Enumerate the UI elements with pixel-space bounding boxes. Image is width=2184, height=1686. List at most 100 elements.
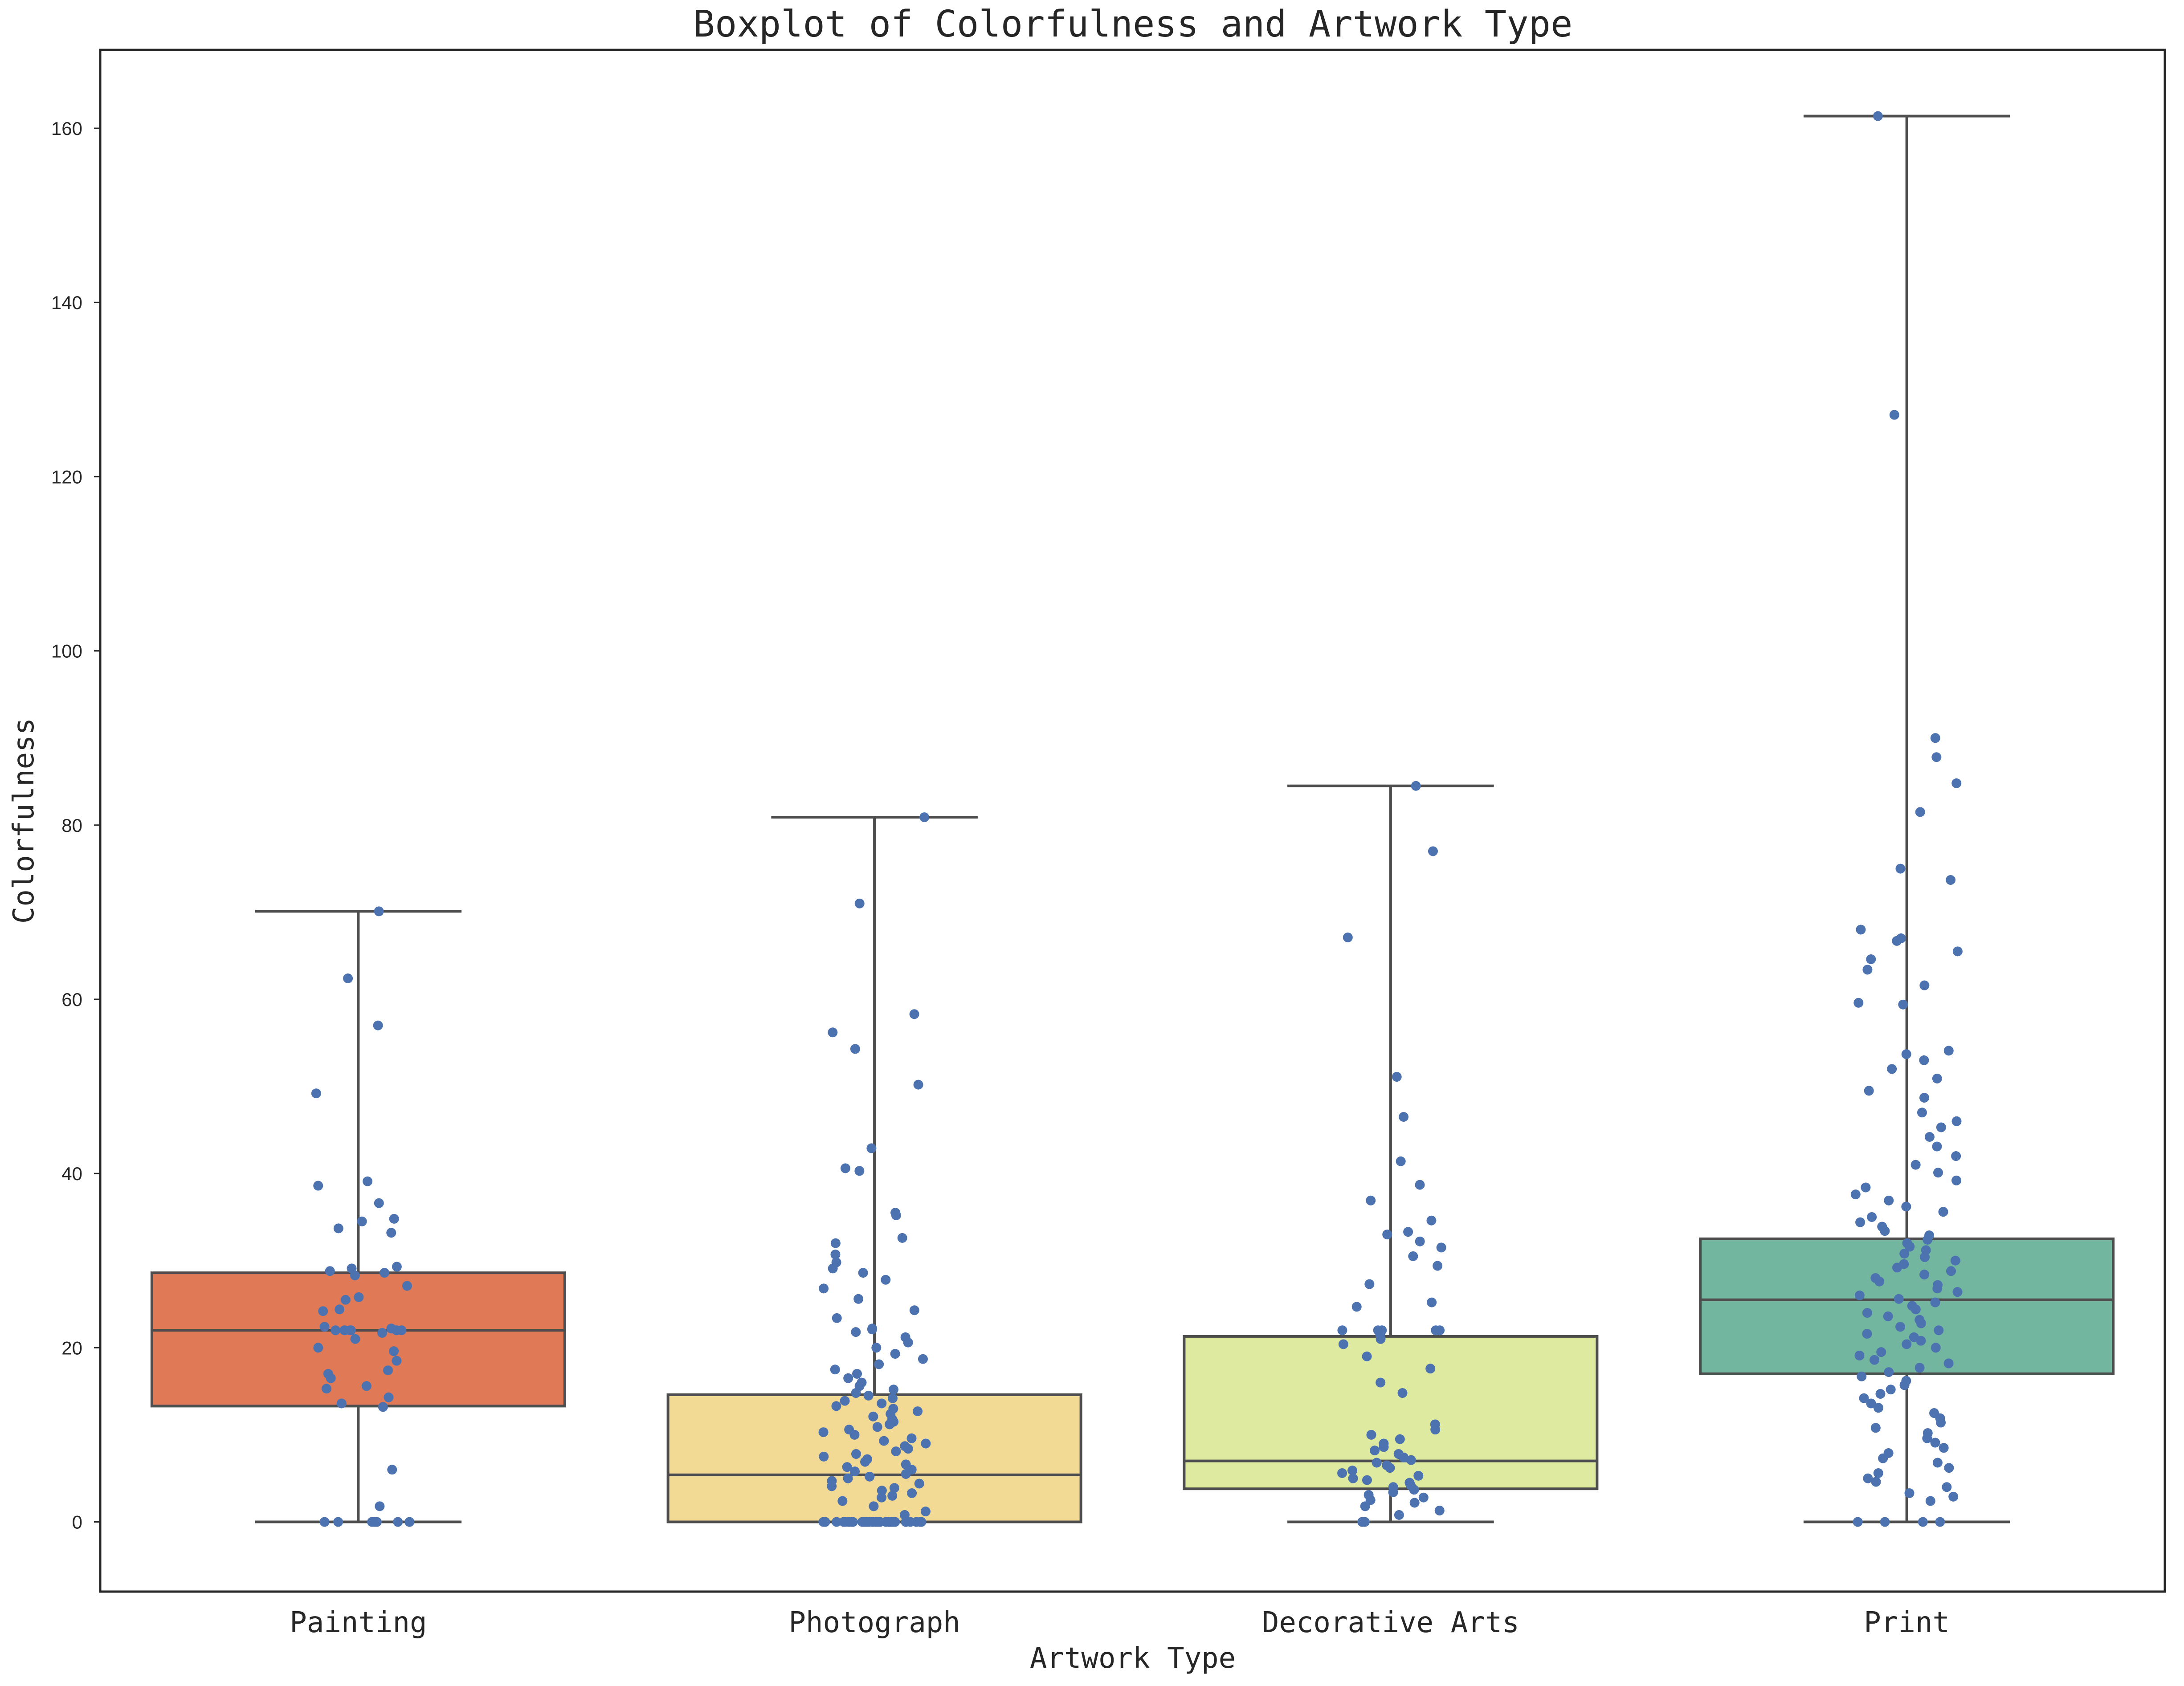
data-point — [900, 1441, 910, 1451]
data-point — [374, 1198, 384, 1208]
data-point — [901, 1459, 911, 1470]
data-point — [311, 1088, 321, 1099]
data-point — [1921, 1245, 1931, 1255]
data-point — [1392, 1072, 1402, 1082]
data-point — [371, 1517, 381, 1527]
data-point — [827, 1476, 837, 1486]
data-point — [331, 1325, 341, 1336]
data-point — [890, 1208, 901, 1218]
data-point — [1909, 1332, 1919, 1342]
data-point — [818, 1427, 829, 1438]
data-point — [1347, 1466, 1358, 1476]
data-point — [918, 1354, 928, 1364]
data-point — [1943, 1358, 1954, 1368]
y-tick-label: 0 — [72, 1512, 82, 1533]
data-point — [1372, 1458, 1382, 1468]
data-point — [378, 1402, 388, 1412]
data-point — [1396, 1156, 1406, 1166]
data-point — [1363, 1490, 1374, 1500]
data-point — [1919, 1055, 1929, 1065]
data-point — [1901, 1376, 1911, 1386]
data-point — [1938, 1207, 1948, 1217]
data-point — [1952, 1287, 1963, 1297]
data-point — [1433, 1261, 1443, 1271]
data-point — [889, 1385, 899, 1395]
data-point — [1366, 1195, 1376, 1205]
data-point — [1874, 1403, 1884, 1413]
data-point — [1919, 1270, 1930, 1280]
x-axis: Painting Photograph Decorative Arts Print — [290, 1606, 1950, 1639]
data-point — [404, 1517, 415, 1527]
data-point — [1351, 1302, 1362, 1312]
data-point — [1853, 998, 1864, 1008]
data-point — [1910, 1160, 1921, 1170]
data-point — [1907, 1301, 1917, 1311]
data-point — [1862, 1308, 1872, 1318]
x-axis-label: Artwork Type — [1030, 1642, 1236, 1675]
data-point — [865, 1471, 875, 1482]
data-point — [1430, 1419, 1440, 1429]
data-point — [1376, 1377, 1386, 1388]
data-point — [1884, 1367, 1894, 1377]
points-decorative-arts — [1337, 781, 1446, 1527]
data-point — [1929, 1408, 1939, 1418]
data-point — [837, 1496, 848, 1506]
data-point — [909, 1305, 919, 1315]
data-point — [1343, 933, 1353, 943]
y-tick-label: 80 — [61, 815, 82, 836]
data-point — [389, 1214, 399, 1224]
data-point — [1337, 1325, 1347, 1336]
data-point — [868, 1411, 878, 1421]
data-point — [1862, 1329, 1872, 1339]
y-tick-label: 20 — [61, 1337, 82, 1358]
data-point — [921, 1438, 931, 1449]
data-point — [1935, 1517, 1945, 1527]
data-point — [392, 1356, 402, 1366]
points-layer — [311, 111, 1963, 1527]
data-point — [1399, 1112, 1409, 1122]
data-point — [843, 1373, 853, 1383]
data-point — [1886, 1385, 1896, 1395]
data-point — [1875, 1389, 1886, 1399]
data-point — [920, 1507, 931, 1517]
data-point — [907, 1488, 917, 1498]
data-point — [838, 1517, 849, 1527]
data-point — [830, 1364, 840, 1375]
data-point — [1925, 1496, 1935, 1506]
data-point — [844, 1425, 854, 1435]
data-point — [1871, 1477, 1881, 1487]
data-point — [1895, 863, 1906, 874]
data-point — [1359, 1517, 1370, 1527]
y-tick-label: 140 — [51, 292, 82, 313]
data-point — [1904, 1488, 1915, 1498]
data-point — [1870, 1273, 1881, 1283]
data-point — [1950, 1255, 1960, 1266]
data-point — [819, 1451, 829, 1462]
data-point — [1894, 1294, 1904, 1304]
data-point — [871, 1343, 882, 1353]
data-point — [1379, 1438, 1389, 1449]
data-point — [1415, 1180, 1425, 1190]
data-point — [1850, 1189, 1861, 1200]
data-point — [1946, 875, 1956, 885]
data-point — [831, 1401, 841, 1411]
data-point — [887, 1393, 898, 1403]
data-point — [1856, 924, 1866, 935]
data-point — [913, 1406, 923, 1417]
data-point — [323, 1369, 333, 1379]
x-tick-label: Painting — [290, 1606, 427, 1639]
data-point — [889, 1517, 899, 1527]
data-point — [1382, 1460, 1392, 1470]
data-point — [1951, 1116, 1962, 1126]
data-point — [1915, 807, 1925, 817]
data-point — [1932, 1458, 1943, 1468]
data-point — [1902, 1339, 1912, 1349]
data-point — [854, 898, 865, 908]
data-point — [1896, 933, 1906, 944]
data-point — [850, 1044, 860, 1054]
data-point — [887, 1491, 898, 1501]
y-tick-label: 160 — [51, 118, 82, 139]
data-point — [1883, 1311, 1893, 1321]
points-print — [1850, 111, 1963, 1527]
